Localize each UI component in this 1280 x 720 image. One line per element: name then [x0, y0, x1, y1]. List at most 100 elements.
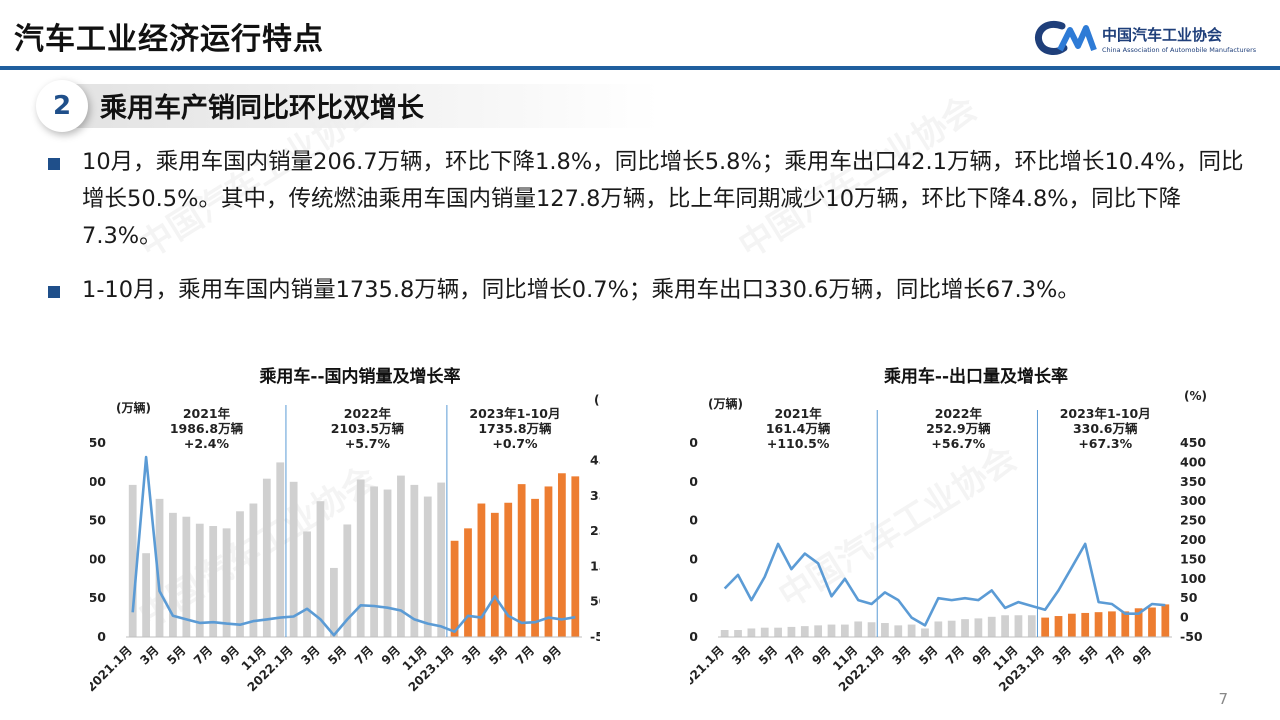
y2-tick-label: 450	[1180, 435, 1206, 450]
y-tick-label: 250	[90, 435, 106, 450]
bar	[814, 625, 823, 637]
bar	[734, 630, 742, 637]
logo-english-name: China Association of Automobile Manufact…	[1102, 46, 1257, 54]
x-tick-label: 7月	[783, 643, 807, 667]
x-tick-label: 5月	[916, 643, 940, 667]
section-band	[60, 84, 660, 128]
period-growth: +0.7%	[492, 436, 538, 451]
period-total: 1986.8万辆	[170, 421, 244, 436]
bar	[423, 496, 432, 637]
bar	[182, 516, 191, 637]
chart-title: 乘用车--国内销量及增长率	[258, 366, 460, 387]
y2-tick-label: -50	[1180, 629, 1203, 644]
period-growth: +5.7%	[345, 436, 391, 451]
section-title: 乘用车产销同比环比双增长	[100, 93, 424, 124]
period-total: 161.4万辆	[766, 421, 831, 436]
bar	[289, 481, 298, 637]
period-year: 2021年	[183, 406, 231, 421]
bar	[236, 511, 244, 637]
x-tick-label: 5月	[1076, 643, 1100, 667]
y-tick-label: 150	[90, 513, 106, 528]
bar	[142, 553, 151, 637]
caam-logo: 中国汽车工业协会 China Association of Automobile…	[1034, 18, 1274, 62]
bar	[437, 482, 446, 637]
bar	[760, 627, 769, 637]
bar	[517, 484, 526, 637]
y2-tick-label: 50	[590, 594, 600, 609]
y-tick-label: 100	[90, 551, 106, 566]
bar	[867, 622, 876, 637]
period-year: 2022年	[344, 406, 392, 421]
bullet-text: 1-10月，乘用车国内销量1735.8万辆，同比增长0.7%；乘用车出口330.…	[82, 277, 1080, 303]
bar	[881, 623, 889, 637]
bullet-text: 10月，乘用车国内销量206.7万辆，环比下降1.8%，同比增长5.8%；乘用车…	[82, 149, 1244, 249]
bar	[961, 619, 969, 637]
bar	[571, 476, 580, 637]
y2-tick-label: 300	[1180, 493, 1206, 508]
bar	[249, 503, 258, 637]
bar	[316, 501, 325, 637]
bar	[303, 531, 311, 637]
x-tick-label: 7月	[191, 643, 215, 667]
bar	[356, 479, 365, 637]
period-growth: +56.7%	[931, 436, 985, 451]
period-total: 252.9万辆	[926, 421, 991, 436]
y2-tick-label: 200	[1180, 532, 1206, 547]
bar	[504, 502, 513, 637]
y2-tick-label: 150	[1180, 551, 1206, 566]
x-tick-label: 5月	[486, 643, 510, 667]
bar	[894, 625, 903, 637]
bar	[410, 484, 419, 637]
left-axis-unit: (万辆)	[116, 400, 151, 415]
bar	[1161, 604, 1170, 637]
square-bullet-icon	[48, 158, 60, 170]
x-tick-label: 7月	[352, 643, 376, 667]
x-tick-label: 3月	[137, 643, 161, 667]
bar	[1134, 608, 1143, 637]
period-growth: +2.4%	[184, 436, 230, 451]
section-number: 2	[36, 80, 88, 132]
x-tick-label: 3月	[1050, 643, 1074, 667]
y-tick-label: 50	[90, 590, 106, 605]
y2-tick-label: 350	[1180, 474, 1206, 489]
x-tick-label: 5月	[756, 643, 780, 667]
left-axis-unit: (万辆)	[708, 396, 743, 411]
bar	[747, 628, 756, 637]
x-tick-label: 9月	[1130, 643, 1154, 667]
bar	[383, 489, 392, 637]
bar	[1001, 615, 1009, 637]
right-axis-unit: (%)	[594, 393, 600, 407]
y2-tick-label: 50	[1180, 590, 1198, 605]
bar	[343, 524, 352, 637]
period-year: 2023年1-10月	[469, 406, 560, 421]
bar	[1081, 612, 1090, 637]
bar	[800, 626, 809, 637]
x-tick-label: 5月	[325, 643, 349, 667]
x-tick-label: 9月	[540, 643, 564, 667]
bar	[1014, 615, 1023, 637]
bar	[128, 484, 137, 637]
bar	[1041, 617, 1050, 637]
chart-title: 乘用车--出口量及增长率	[883, 366, 1068, 387]
bar	[934, 621, 943, 637]
bar	[370, 486, 379, 637]
bar	[1054, 616, 1063, 637]
period-total: 2103.5万辆	[331, 421, 405, 436]
period-total: 330.6万辆	[1073, 421, 1138, 436]
y2-tick-label: 250	[590, 523, 600, 538]
y2-tick-label: 0	[1180, 610, 1189, 625]
right-axis-unit: (%)	[1184, 389, 1207, 403]
x-tick-label: 5月	[164, 643, 188, 667]
bar	[557, 473, 566, 637]
logo-chinese-name: 中国汽车工业协会	[1102, 26, 1223, 44]
bar	[450, 540, 459, 637]
page-title: 汽车工业经济运行特点	[14, 22, 324, 57]
y-tick-label: 250	[690, 435, 698, 450]
bar	[397, 475, 405, 637]
y-tick-label: 150	[690, 513, 698, 528]
bar	[477, 503, 486, 637]
y2-tick-label: 150	[590, 558, 600, 573]
y2-tick-label: -50	[590, 629, 600, 644]
x-tick-label: 3月	[889, 643, 913, 667]
header-divider	[0, 66, 1280, 70]
